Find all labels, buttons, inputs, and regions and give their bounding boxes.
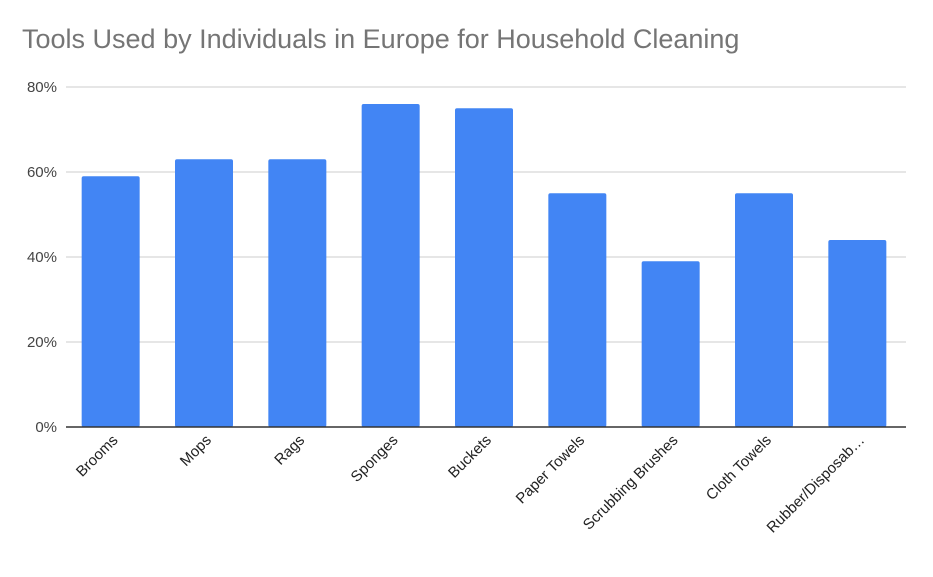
bar-brooms[interactable]	[81, 176, 140, 427]
x-category-label: Buckets	[445, 432, 495, 482]
x-category-label: Rags	[271, 432, 308, 469]
bar-sponges[interactable]	[361, 104, 420, 427]
y-tick-label: 40%	[27, 249, 57, 266]
y-tick-label: 60%	[27, 164, 57, 181]
y-tick-label: 20%	[27, 334, 57, 351]
x-category-label: Sponges	[348, 432, 402, 486]
x-category-label: Rubber/Disposab…	[764, 432, 869, 537]
x-category-label: Scrubbing Brushes	[580, 432, 682, 534]
x-category-label: Cloth Towels	[703, 432, 775, 504]
x-category-label: Mops	[177, 432, 215, 470]
bars	[81, 104, 887, 427]
bar-scrubbing-brushes[interactable]	[641, 261, 700, 427]
bar-mops[interactable]	[175, 159, 233, 427]
chart-title: Tools Used by Individuals in Europe for …	[22, 24, 740, 54]
bar-buckets[interactable]	[455, 108, 513, 427]
y-axis-tick-labels: 0% 20% 40% 60% 80%	[27, 79, 57, 436]
x-category-label: Brooms	[73, 432, 122, 481]
bar-rags[interactable]	[268, 159, 327, 427]
bar-cloth-towels[interactable]	[735, 193, 793, 427]
x-category-label: Paper Towels	[513, 432, 589, 508]
x-axis-category-labels: Brooms Mops Rags Sponges Buckets Paper Towels…	[73, 432, 868, 537]
bar-rubber-disposab[interactable]	[828, 240, 887, 427]
y-tick-label: 80%	[27, 79, 57, 96]
bar-paper-towels[interactable]	[548, 193, 607, 427]
y-tick-label: 0%	[35, 419, 57, 436]
